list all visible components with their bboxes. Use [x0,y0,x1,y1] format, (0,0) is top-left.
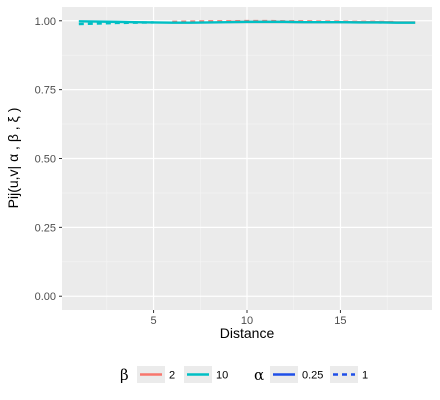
series-line-beta-10-alpha-025 [78,20,416,24]
legend-alpha-title: α [254,366,264,384]
x-tick-label: 15 [334,315,346,327]
x-axis: 5 10 15 [151,310,347,327]
series-layer [78,19,416,26]
series-line-beta-10-alpha-1 [78,21,154,26]
legend-label-alpha-025: 0.25 [302,370,323,382]
legend: β 2 10 α 0.25 1 [120,366,368,384]
x-tick-label: 10 [241,315,253,327]
x-tick-label: 5 [151,315,157,327]
y-axis: 0.00 0.25 0.50 0.75 1.00 [35,16,62,303]
legend-label-beta-10: 10 [216,370,228,382]
legend-label-beta-2: 2 [169,370,175,382]
x-axis-title: Distance [220,325,275,341]
legend-label-alpha-1: 1 [362,370,368,382]
y-tick-label: 0.25 [35,222,56,234]
y-tick-label: 0.75 [35,85,56,97]
y-tick-label: 0.00 [35,291,56,303]
major-gridlines [62,7,432,310]
y-tick-label: 1.00 [35,16,56,28]
y-tick-label: 0.50 [35,154,56,166]
y-axis-title: Pij(u,v| α , β , ξ ) [5,108,21,209]
legend-beta-title: β [120,366,129,384]
